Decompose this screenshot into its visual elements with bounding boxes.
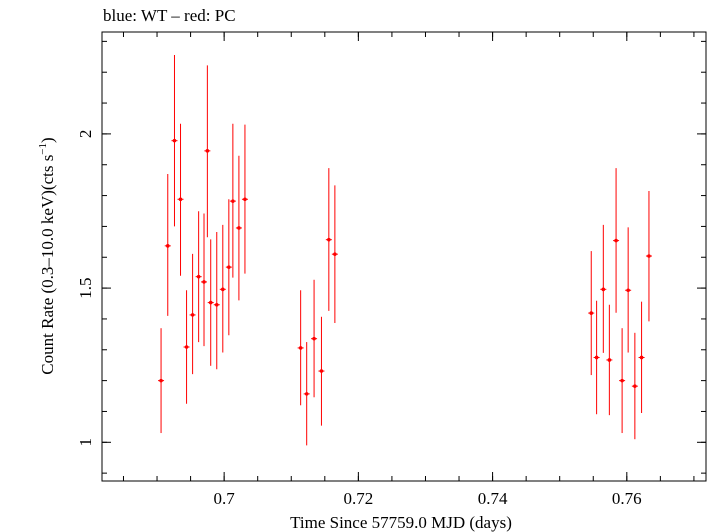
data-point — [184, 345, 189, 349]
y-axis-label: Count Rate (0.3–10.0 keV)(cts s−1) — [37, 137, 57, 374]
y-axis-label-superscript: −1 — [37, 143, 49, 155]
data-point — [298, 346, 303, 350]
data-point — [620, 378, 624, 383]
y-tick-label: 1.5 — [76, 277, 95, 298]
axis-ticks — [102, 32, 706, 481]
data-point — [639, 355, 644, 360]
chart-title: blue: WT – red: PC — [103, 6, 236, 25]
data-point — [589, 311, 594, 315]
data-point — [312, 336, 316, 341]
data-point — [165, 244, 170, 248]
x-tick-label: 0.76 — [612, 489, 642, 508]
axis-tick-labels: 0.7 0.72 0.74 0.76 1 1.5 2 — [76, 130, 642, 508]
data-point — [227, 265, 231, 269]
data-point — [633, 384, 637, 388]
data-point — [607, 358, 612, 362]
data-point — [237, 226, 241, 230]
data-point — [196, 274, 201, 279]
data-point — [159, 378, 163, 383]
data-point — [221, 287, 225, 292]
data-point — [327, 237, 331, 242]
data-point — [190, 313, 195, 317]
data-point — [243, 197, 247, 202]
y-tick-label: 2 — [76, 130, 95, 139]
data-point — [214, 302, 219, 307]
data-point — [594, 355, 599, 360]
data-point — [178, 197, 183, 202]
data-point — [333, 252, 337, 256]
y-axis-label-end: ) — [38, 137, 57, 143]
y-tick-label: 1 — [76, 438, 95, 447]
data-point — [231, 199, 235, 203]
y-axis-label-main: Count Rate (0.3–10.0 keV)(cts s — [38, 155, 57, 375]
data-point — [202, 280, 206, 284]
x-axis-label: Time Since 57759.0 MJD (days) — [290, 513, 512, 532]
data-point — [304, 392, 309, 396]
data-point — [647, 254, 651, 258]
x-tick-label: 0.72 — [343, 489, 373, 508]
data-point — [205, 149, 210, 153]
plot-frame — [101, 31, 707, 482]
data-point — [208, 300, 213, 305]
x-tick-label: 0.7 — [214, 489, 236, 508]
data-point — [614, 238, 618, 243]
data-points — [158, 54, 652, 446]
data-point — [172, 138, 177, 143]
x-tick-label: 0.74 — [478, 489, 508, 508]
data-point — [319, 369, 324, 373]
data-point — [601, 287, 606, 292]
data-point — [626, 288, 630, 293]
